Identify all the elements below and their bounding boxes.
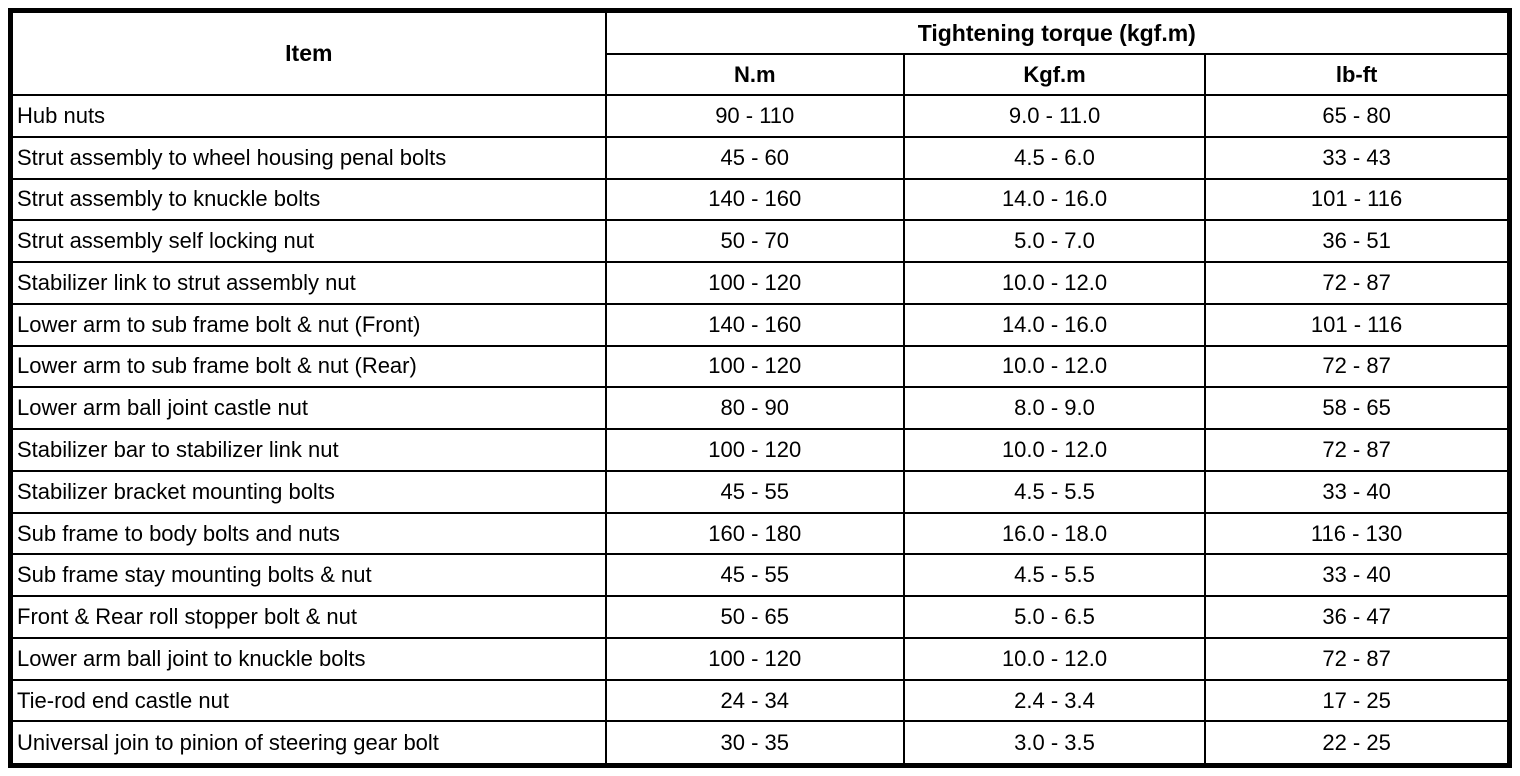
kgfm-value: 10.0 - 12.0 [902, 636, 1207, 681]
nm-value: 45 - 60 [604, 135, 905, 180]
table-row: Strut assembly to knuckle bolts 140 - 16… [9, 177, 1511, 222]
unit-header-row: N.m Kgf.m lb-ft [11, 53, 1511, 96]
table-row: Stabilizer link to strut assembly nut 10… [9, 261, 1511, 305]
item-label: Stabilizer bar to stabilizer link nut [9, 428, 607, 472]
nm-value: 100 - 120 [604, 261, 905, 305]
nm-value: 100 - 120 [604, 636, 905, 681]
item-label: Stabilizer link to strut assembly nut [9, 261, 607, 305]
table-row: Lower arm to sub frame bolt & nut (Rear)… [9, 344, 1511, 389]
kgfm-value: 5.0 - 6.5 [902, 595, 1207, 639]
kgfm-value: 2.4 - 3.4 [902, 678, 1207, 723]
lbft-value: 33 - 43 [1204, 135, 1511, 180]
lbft-value: 72 - 87 [1204, 261, 1511, 305]
table-row: Front & Rear roll stopper bolt & nut 50 … [9, 595, 1511, 639]
item-label: Strut assembly self locking nut [9, 219, 607, 264]
item-label: Lower arm to sub frame bolt & nut (Front… [9, 302, 607, 347]
table-row: Sub frame stay mounting bolts & nut 45 -… [9, 553, 1511, 598]
lbft-value: 33 - 40 [1204, 553, 1511, 598]
lbft-value: 65 - 80 [1204, 94, 1511, 138]
item-label: Sub frame to body bolts and nuts [9, 511, 607, 556]
kgfm-value: 14.0 - 16.0 [902, 177, 1207, 222]
item-label: Universal join to pinion of steering gea… [9, 720, 607, 767]
kgfm-value: 8.0 - 9.0 [902, 386, 1207, 431]
nm-value: 50 - 70 [604, 219, 905, 264]
kgfm-value: 14.0 - 16.0 [902, 302, 1207, 347]
lbft-value: 58 - 65 [1204, 386, 1511, 431]
nm-value: 24 - 34 [604, 678, 905, 723]
group-header-row: Item Tightening torque (kgf.m) [9, 9, 1511, 96]
table-row: Lower arm ball joint castle nut 80 - 90 … [9, 386, 1511, 431]
item-label: Hub nuts [9, 94, 607, 138]
kgfm-value: 9.0 - 11.0 [902, 94, 1207, 138]
kgfm-value: 5.0 - 7.0 [902, 219, 1207, 264]
item-label: Strut assembly to wheel housing penal bo… [9, 135, 607, 180]
kgfm-value: 4.5 - 5.5 [902, 469, 1207, 514]
item-label: Lower arm ball joint to knuckle bolts [9, 636, 607, 681]
unit-header-nm: N.m [604, 53, 905, 96]
unit-header-kgfm: Kgf.m [902, 53, 1207, 96]
lbft-value: 101 - 116 [1204, 177, 1511, 222]
kgfm-value: 4.5 - 5.5 [902, 553, 1207, 598]
lbft-value: 116 - 130 [1204, 511, 1511, 556]
table-row: Tie-rod end castle nut 24 - 34 2.4 - 3.4… [9, 678, 1511, 723]
item-label: Front & Rear roll stopper bolt & nut [9, 595, 607, 639]
nm-value: 160 - 180 [604, 511, 905, 556]
lbft-value: 72 - 87 [1204, 636, 1511, 681]
nm-value: 30 - 35 [604, 720, 905, 767]
lbft-value: 101 - 116 [1204, 302, 1511, 347]
lbft-value: 17 - 25 [1204, 678, 1511, 723]
lbft-value: 36 - 47 [1204, 595, 1511, 639]
table-row: Universal join to pinion of steering gea… [9, 720, 1511, 767]
item-label: Tie-rod end castle nut [9, 678, 607, 723]
lbft-value: 22 - 25 [1204, 720, 1511, 767]
item-label: Strut assembly to knuckle bolts [9, 177, 607, 222]
kgfm-value: 10.0 - 12.0 [902, 261, 1207, 305]
nm-value: 80 - 90 [604, 386, 905, 431]
nm-value: 100 - 120 [604, 344, 905, 389]
table-row: Lower arm to sub frame bolt & nut (Front… [9, 302, 1511, 347]
nm-value: 90 - 110 [604, 94, 905, 138]
nm-value: 50 - 65 [604, 595, 905, 639]
table-row: Hub nuts 90 - 110 9.0 - 11.0 65 - 80 [9, 94, 1511, 138]
unit-header-lbft: lb-ft [1204, 53, 1511, 96]
lbft-value: 72 - 87 [1204, 344, 1511, 389]
kgfm-value: 10.0 - 12.0 [902, 344, 1207, 389]
table-row: Stabilizer bar to stabilizer link nut 10… [9, 428, 1511, 472]
item-label: Stabilizer bracket mounting bolts [9, 469, 607, 514]
lbft-value: 36 - 51 [1204, 219, 1511, 264]
kgfm-value: 3.0 - 3.5 [902, 720, 1207, 767]
kgfm-value: 10.0 - 12.0 [902, 428, 1207, 472]
kgfm-value: 16.0 - 18.0 [902, 511, 1207, 556]
table-row: Strut assembly self locking nut 50 - 70 … [9, 219, 1511, 264]
lbft-value: 72 - 87 [1204, 428, 1511, 472]
lbft-value: 33 - 40 [1204, 469, 1511, 514]
item-label: Lower arm to sub frame bolt & nut (Rear) [9, 344, 607, 389]
nm-value: 45 - 55 [604, 469, 905, 514]
item-label: Lower arm ball joint castle nut [9, 386, 607, 431]
nm-value: 140 - 160 [604, 177, 905, 222]
nm-value: 140 - 160 [604, 302, 905, 347]
table-row: Sub frame to body bolts and nuts 160 - 1… [9, 511, 1511, 556]
nm-value: 45 - 55 [604, 553, 905, 598]
table-row: Lower arm ball joint to knuckle bolts 10… [9, 636, 1511, 681]
table-row: Stabilizer bracket mounting bolts 45 - 5… [9, 469, 1511, 514]
tightening-torque-group-header: Tightening torque (kgf.m) [604, 9, 1511, 55]
item-column-header: Item [9, 9, 607, 96]
kgfm-value: 4.5 - 6.0 [902, 135, 1207, 180]
nm-value: 100 - 120 [604, 428, 905, 472]
torque-spec-table: Item Tightening torque (kgf.m) N.m Kgf.m… [8, 8, 1512, 768]
item-label: Sub frame stay mounting bolts & nut [9, 553, 607, 598]
table-row: Strut assembly to wheel housing penal bo… [9, 135, 1511, 180]
